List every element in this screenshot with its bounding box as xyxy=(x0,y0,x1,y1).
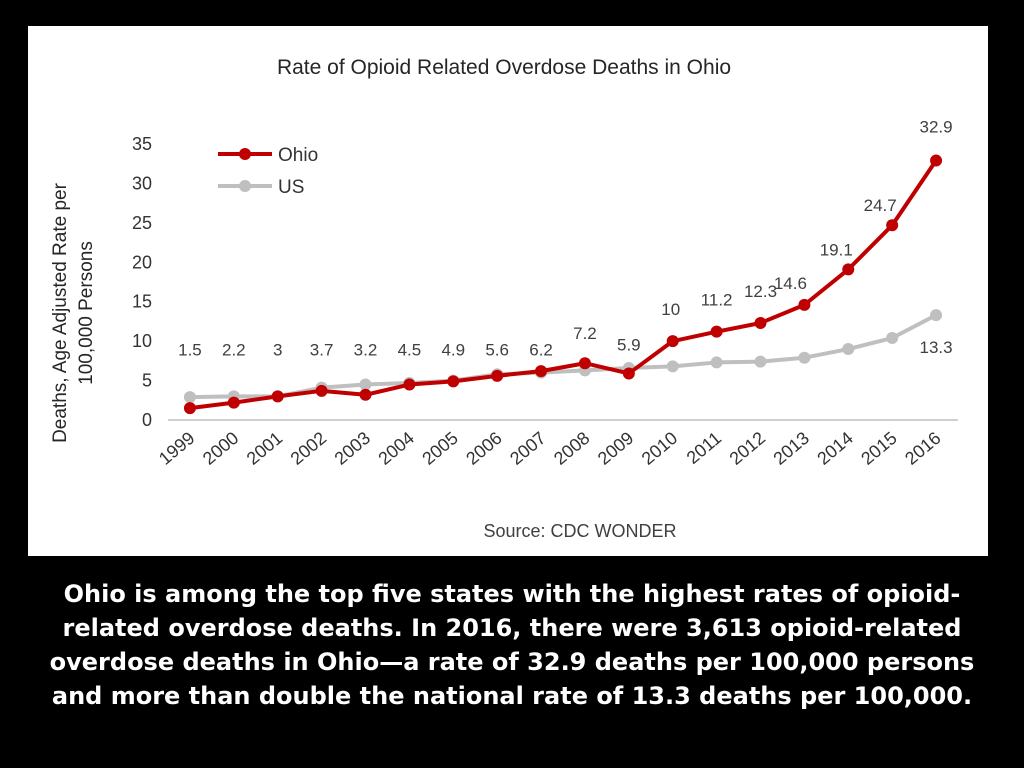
y-axis-label-line-1: Deaths, Age Adjusted Rate per xyxy=(50,182,71,443)
y-tick-label: 5 xyxy=(142,371,152,391)
x-tick-label: 2007 xyxy=(506,428,550,469)
legend-entry-us: US xyxy=(218,177,304,198)
data-label-us: 13.3 xyxy=(920,338,953,357)
point-us xyxy=(798,351,811,364)
x-tick-label: 2008 xyxy=(550,428,594,469)
x-tick-label: 2010 xyxy=(638,428,682,469)
point-ohio xyxy=(535,365,548,378)
point-ohio xyxy=(183,402,196,415)
point-ohio xyxy=(930,154,943,167)
y-tick-label: 0 xyxy=(142,410,152,430)
y-tick-label: 25 xyxy=(132,213,152,233)
x-tick-label: 2004 xyxy=(374,428,418,469)
point-ohio xyxy=(666,335,679,348)
data-label-ohio: 4.5 xyxy=(398,340,422,359)
x-tick-label: 2000 xyxy=(199,428,243,469)
point-ohio xyxy=(403,378,416,391)
y-tick-label: 30 xyxy=(132,173,152,193)
data-label-ohio: 12.3 xyxy=(744,282,777,301)
legend-ohio-label: Ohio xyxy=(278,145,318,166)
point-ohio xyxy=(271,390,284,403)
point-ohio xyxy=(491,369,504,382)
chart-panel: Rate of Opioid Related Overdose Deaths i… xyxy=(28,26,988,556)
series-line-us xyxy=(189,313,937,400)
point-ohio xyxy=(315,384,328,397)
data-label-ohio: 19.1 xyxy=(820,240,853,259)
chart-title: Rate of Opioid Related Overdose Deaths i… xyxy=(277,56,731,79)
point-us xyxy=(886,331,899,344)
data-label-ohio: 2.2 xyxy=(222,340,246,359)
x-tick-label: 2014 xyxy=(813,428,857,469)
legend: Ohio US xyxy=(218,145,318,198)
point-ohio xyxy=(359,388,372,401)
point-us xyxy=(754,355,767,368)
data-label-ohio: 5.9 xyxy=(617,336,641,355)
caption: Ohio is among the top five states with t… xyxy=(49,580,975,710)
data-label-layer: 1.5 2.2 3 3.7 3.2 4.5 4.9 5.6 6.2 7.2 5.9 10 11.2 12.… xyxy=(178,118,952,360)
x-tick-label: 2012 xyxy=(726,428,770,469)
point-ohio xyxy=(842,263,855,276)
x-tick-label: 2003 xyxy=(331,428,375,469)
x-tick-label: 2005 xyxy=(418,428,462,469)
point-us xyxy=(710,356,723,369)
data-label-ohio: 32.9 xyxy=(920,118,953,137)
data-label-ohio: 3.7 xyxy=(310,340,334,359)
x-tick-label: 2011 xyxy=(683,428,726,468)
point-us xyxy=(183,391,196,404)
y-tick-label: 15 xyxy=(132,292,152,312)
x-tick-label: 2001 xyxy=(243,428,287,469)
y-axis-label-line-2: 100,000 Persons xyxy=(76,241,97,385)
point-ohio xyxy=(227,396,240,409)
point-ohio xyxy=(622,367,635,380)
data-label-ohio: 3 xyxy=(273,340,282,359)
data-label-ohio: 24.7 xyxy=(864,196,897,215)
point-ohio xyxy=(754,317,767,330)
data-label-ohio: 5.6 xyxy=(485,340,509,359)
chart-svg: Rate of Opioid Related Overdose Deaths i… xyxy=(50,56,958,541)
x-tick-label: 2002 xyxy=(287,428,331,469)
data-label-ohio: 7.2 xyxy=(573,324,597,343)
point-us xyxy=(930,309,943,322)
y-tick-label: 20 xyxy=(132,252,152,272)
point-ohio xyxy=(798,298,811,311)
x-tick-labels: 1999 2000 2001 2002 2003 2004 2005 2006 2007 2008… xyxy=(155,428,945,469)
data-label-ohio: 1.5 xyxy=(178,340,202,359)
x-tick-label: 2016 xyxy=(901,428,945,469)
x-tick-label: 2013 xyxy=(769,428,813,469)
data-label-ohio: 11.2 xyxy=(701,291,733,310)
y-tick-label: 35 xyxy=(132,134,152,154)
point-ohio xyxy=(578,357,591,370)
point-ohio xyxy=(447,375,460,388)
x-tick-label: 1999 xyxy=(155,428,199,469)
data-label-ohio: 4.9 xyxy=(441,340,465,359)
legend-us-marker xyxy=(239,180,251,192)
point-ohio xyxy=(710,325,723,338)
x-tick-label: 2009 xyxy=(594,428,638,469)
point-us xyxy=(842,343,855,356)
data-label-ohio: 6.2 xyxy=(529,340,553,359)
y-tick-label: 10 xyxy=(132,331,152,351)
chart-source: Source: CDC WONDER xyxy=(483,521,676,541)
data-label-ohio: 14.6 xyxy=(774,274,807,293)
x-tick-label: 2006 xyxy=(462,428,506,469)
point-us xyxy=(359,378,372,391)
series-line-ohio xyxy=(189,159,938,411)
x-tick-label: 2015 xyxy=(857,428,901,469)
legend-ohio-marker xyxy=(239,148,251,160)
legend-us-label: US xyxy=(278,177,304,198)
series-layer xyxy=(183,154,943,415)
point-us xyxy=(666,360,679,373)
y-tick-labels: 0 5 10 15 20 25 30 35 xyxy=(132,134,152,430)
point-ohio xyxy=(886,219,899,232)
data-label-ohio: 10 xyxy=(661,300,680,319)
data-label-ohio: 3.2 xyxy=(354,340,378,359)
legend-entry-ohio: Ohio xyxy=(218,145,318,166)
